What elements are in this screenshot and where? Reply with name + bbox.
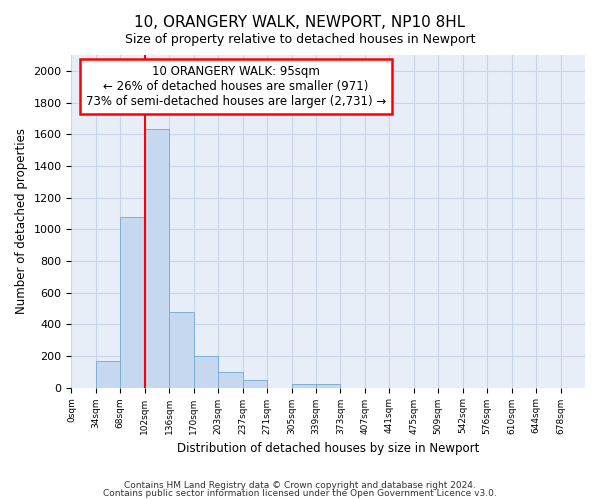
Text: 10, ORANGERY WALK, NEWPORT, NP10 8HL: 10, ORANGERY WALK, NEWPORT, NP10 8HL <box>134 15 466 30</box>
Bar <box>292 384 316 388</box>
Bar <box>96 362 121 388</box>
Bar <box>121 216 145 388</box>
Text: Contains HM Land Registry data © Crown copyright and database right 2024.: Contains HM Land Registry data © Crown c… <box>124 480 476 490</box>
Bar <box>218 372 242 388</box>
Text: Contains public sector information licensed under the Open Government Licence v3: Contains public sector information licen… <box>103 489 497 498</box>
Bar <box>145 130 169 388</box>
Y-axis label: Number of detached properties: Number of detached properties <box>15 128 28 314</box>
Bar <box>316 384 340 388</box>
Text: 10 ORANGERY WALK: 95sqm
← 26% of detached houses are smaller (971)
73% of semi-d: 10 ORANGERY WALK: 95sqm ← 26% of detache… <box>86 65 386 108</box>
Bar <box>194 356 218 388</box>
Text: Size of property relative to detached houses in Newport: Size of property relative to detached ho… <box>125 32 475 46</box>
Bar <box>169 312 194 388</box>
Bar <box>242 380 267 388</box>
X-axis label: Distribution of detached houses by size in Newport: Distribution of detached houses by size … <box>177 442 479 455</box>
